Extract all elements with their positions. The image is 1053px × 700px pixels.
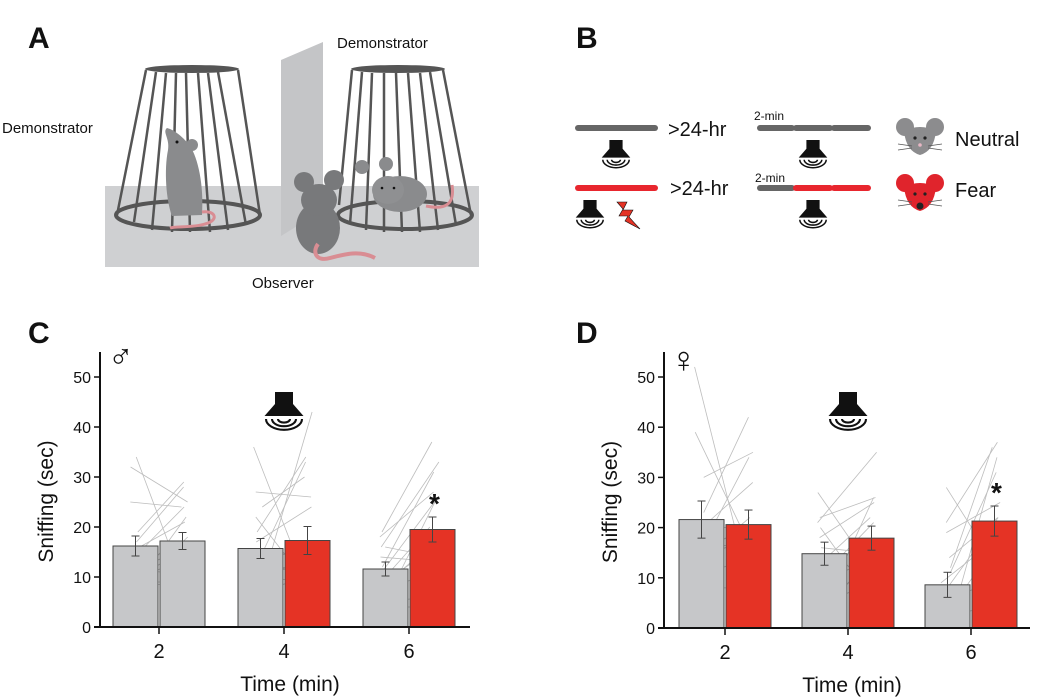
y-tick-label: 40 bbox=[637, 420, 655, 437]
panel-letter-a: A bbox=[28, 22, 50, 55]
mouse-eye bbox=[923, 136, 926, 139]
whisker bbox=[898, 148, 912, 150]
individual-line bbox=[256, 492, 311, 497]
whisker bbox=[928, 204, 942, 206]
speaker-cone bbox=[602, 140, 631, 158]
panel-letter-b: B bbox=[576, 22, 598, 55]
y-tick-label: 50 bbox=[73, 370, 91, 387]
y-axis-label: Sniffing (sec) bbox=[599, 441, 622, 563]
y-tick-label: 40 bbox=[73, 420, 91, 437]
individual-line bbox=[256, 507, 311, 542]
individual-line bbox=[818, 452, 877, 522]
sound-wave bbox=[612, 160, 621, 163]
mouse-head bbox=[904, 127, 936, 155]
x-tick-label: 2 bbox=[153, 641, 164, 663]
sound-wave bbox=[278, 419, 290, 423]
y-axis-label: Sniffing (sec) bbox=[35, 440, 58, 562]
x-tick-label: 4 bbox=[842, 642, 853, 664]
whisker bbox=[928, 148, 942, 150]
label-demonstrator-right: Demonstrator bbox=[337, 35, 428, 52]
bar bbox=[849, 538, 894, 628]
chart-d-female: 0 10 20 30 40 50 2 4 6 Time (min) Sniffing (sec) * bbox=[599, 352, 1030, 697]
mouse-nose bbox=[918, 143, 922, 147]
y-tick-label: 30 bbox=[73, 470, 91, 487]
x-axis-label: Time (min) bbox=[802, 674, 902, 697]
segment-label-neutral: 2-min bbox=[754, 109, 784, 123]
x-tick-label: 6 bbox=[403, 641, 414, 663]
panel-letter-c: C bbox=[28, 317, 50, 350]
individual-line bbox=[382, 442, 432, 532]
y-tick-label: 30 bbox=[637, 470, 655, 487]
legend-label-neutral: Neutral bbox=[955, 129, 1019, 151]
sound-wave bbox=[809, 160, 818, 163]
y-tick-label: 20 bbox=[73, 520, 91, 537]
y-tick-label: 20 bbox=[637, 521, 655, 538]
speaker-cone bbox=[576, 200, 605, 218]
bar bbox=[972, 521, 1017, 628]
speaker-icon bbox=[799, 200, 828, 228]
panel-b: B >24-hr >24-hr 2-min 2-min Neutral Fear bbox=[576, 22, 1020, 229]
bar bbox=[238, 549, 283, 628]
individual-line bbox=[130, 502, 181, 507]
bar bbox=[410, 530, 455, 628]
panel-letter-d: D bbox=[576, 317, 598, 350]
interval-label-fear: >24-hr bbox=[670, 178, 729, 200]
sound-wave bbox=[842, 419, 854, 423]
y-tick-label: 50 bbox=[637, 370, 655, 387]
x-tick-label: 2 bbox=[719, 642, 730, 664]
speaker-cone bbox=[829, 392, 868, 416]
bar bbox=[113, 546, 158, 627]
whisker bbox=[898, 204, 912, 206]
speaker-icon bbox=[576, 200, 605, 228]
protocol-row-neutral bbox=[578, 118, 944, 168]
y-tick-label: 0 bbox=[646, 621, 655, 638]
speaker-cone bbox=[799, 140, 828, 158]
x-tick-label: 6 bbox=[965, 642, 976, 664]
lightning-icon bbox=[617, 202, 640, 229]
panel-a: A bbox=[2, 22, 479, 292]
female-symbol: ♀ bbox=[670, 339, 697, 380]
y-tick-label: 10 bbox=[73, 570, 91, 587]
speaker-icon bbox=[829, 392, 868, 430]
neutral-mouse-icon bbox=[896, 118, 944, 155]
speaker-cone bbox=[799, 200, 828, 218]
label-observer: Observer bbox=[252, 275, 314, 292]
x-tick-label: 4 bbox=[278, 641, 289, 663]
bar bbox=[726, 525, 771, 628]
significance-star: * bbox=[991, 477, 1002, 508]
male-symbol: ♂ bbox=[108, 338, 134, 376]
bar bbox=[160, 541, 205, 627]
individual-line bbox=[131, 467, 188, 502]
speaker-icon bbox=[602, 140, 631, 168]
segment-label-fear: 2-min bbox=[755, 171, 785, 185]
legend-label-fear: Fear bbox=[955, 180, 996, 202]
mouse-mouth bbox=[917, 203, 924, 210]
chart-c-male: 0 10 20 30 40 50 2 4 6 Time (min) Sniffing (sec) * bbox=[35, 352, 470, 696]
sound-wave bbox=[809, 220, 818, 223]
label-demonstrator-left: Demonstrator bbox=[2, 120, 93, 137]
y-tick-label: 0 bbox=[82, 620, 91, 637]
mouse-eye bbox=[913, 192, 916, 195]
mouse-eye bbox=[923, 192, 926, 195]
individual-line bbox=[257, 457, 306, 532]
fear-mouse-icon bbox=[896, 174, 944, 211]
y-tick-label: 10 bbox=[637, 571, 655, 588]
speaker-icon bbox=[265, 392, 304, 430]
significance-star: * bbox=[429, 488, 440, 519]
speaker-cone bbox=[265, 392, 304, 416]
sound-wave bbox=[586, 220, 595, 223]
bar bbox=[363, 569, 408, 627]
mouse-eye bbox=[913, 136, 916, 139]
speaker-icon bbox=[799, 140, 828, 168]
individual-line bbox=[138, 482, 184, 532]
x-axis-label: Time (min) bbox=[240, 673, 340, 696]
interval-label-neutral: >24-hr bbox=[668, 119, 727, 141]
